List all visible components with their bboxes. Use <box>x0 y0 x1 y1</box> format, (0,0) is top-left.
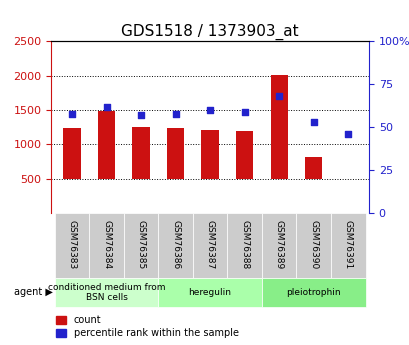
Bar <box>304 157 321 179</box>
Bar <box>270 75 287 179</box>
FancyBboxPatch shape <box>330 213 365 277</box>
Bar <box>132 127 149 179</box>
Bar <box>63 128 81 179</box>
Point <box>275 93 282 99</box>
FancyBboxPatch shape <box>124 213 158 277</box>
Text: GSM76391: GSM76391 <box>343 219 352 269</box>
Bar <box>166 128 184 179</box>
Point <box>69 111 75 116</box>
Text: GSM76386: GSM76386 <box>171 219 180 269</box>
Point <box>207 107 213 113</box>
FancyBboxPatch shape <box>227 213 261 277</box>
Text: GSM76384: GSM76384 <box>102 219 111 269</box>
FancyBboxPatch shape <box>54 213 89 277</box>
Text: GSM76389: GSM76389 <box>274 219 283 269</box>
FancyBboxPatch shape <box>296 213 330 277</box>
Text: GSM76390: GSM76390 <box>308 219 317 269</box>
Point <box>172 111 178 116</box>
FancyBboxPatch shape <box>261 277 365 307</box>
FancyBboxPatch shape <box>192 213 227 277</box>
Point <box>137 112 144 118</box>
Text: conditioned medium from
BSN cells: conditioned medium from BSN cells <box>47 283 165 302</box>
Text: GSM76388: GSM76388 <box>240 219 249 269</box>
Text: agent ▶: agent ▶ <box>14 287 53 297</box>
Point <box>241 109 247 115</box>
Text: GSM76385: GSM76385 <box>136 219 145 269</box>
FancyBboxPatch shape <box>54 277 158 307</box>
FancyBboxPatch shape <box>261 213 296 277</box>
Bar <box>201 130 218 179</box>
Legend: count, percentile rank within the sample: count, percentile rank within the sample <box>54 313 240 340</box>
Title: GDS1518 / 1373903_at: GDS1518 / 1373903_at <box>121 24 298 40</box>
Text: pleiotrophin: pleiotrophin <box>286 288 340 297</box>
FancyBboxPatch shape <box>158 213 192 277</box>
Point <box>103 104 110 109</box>
Text: GSM76387: GSM76387 <box>205 219 214 269</box>
FancyBboxPatch shape <box>89 213 124 277</box>
Point <box>344 131 351 137</box>
Bar <box>236 131 253 179</box>
Bar <box>98 111 115 179</box>
Point <box>310 119 316 125</box>
FancyBboxPatch shape <box>158 277 261 307</box>
Text: heregulin: heregulin <box>188 288 231 297</box>
Text: GSM76383: GSM76383 <box>67 219 76 269</box>
